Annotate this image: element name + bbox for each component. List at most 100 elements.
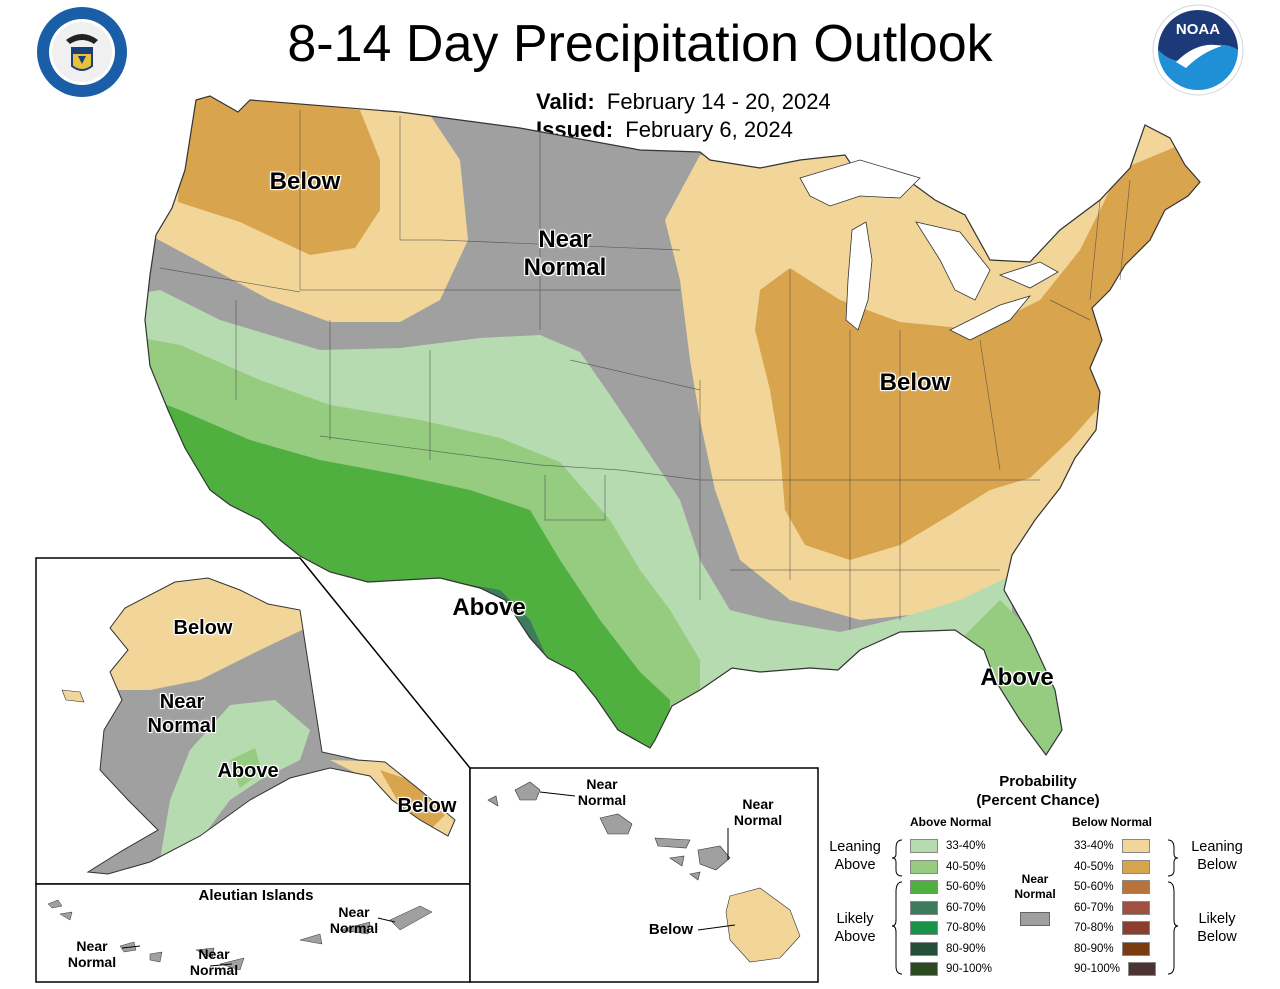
legend-above-swatch (910, 839, 938, 853)
alaska-above-label: Above (217, 760, 279, 782)
legend-above-header: Above Normal (910, 815, 992, 829)
probability-legend: Probability (Percent Chance) Above Norma… (818, 770, 1258, 980)
nw-below-likely-region (178, 96, 380, 255)
alaska-below-panhandle-likely (380, 770, 445, 830)
legend-title-line1: Probability (999, 773, 1077, 790)
legend-below-swatch (1121, 941, 1150, 956)
legend-below-row: 33-40% (1074, 838, 1150, 854)
legend-above-bin-label: 90-100% (946, 963, 993, 975)
legend-below-swatch (1121, 900, 1150, 915)
valid-dates: February 14 - 20, 2024 (606, 89, 831, 114)
hawaii-near-normal-east: Near Normal (733, 796, 783, 828)
legend-below-bin-label: 33-40% (1074, 840, 1114, 852)
legend-title-line2: (Percent Chance) (976, 792, 1100, 809)
sw-above-label: Above (452, 594, 526, 621)
legend-above-row: 60-70% (910, 900, 986, 916)
legend-near-normal-swatch (1020, 912, 1050, 926)
hawaii-near-normal-west: Near Normal (577, 776, 627, 808)
legend-above-row: 40-50% (910, 859, 986, 875)
legend-below-bin-label: 70-80% (1074, 922, 1114, 934)
legend-below-header: Below Normal (1072, 815, 1153, 829)
big-island (725, 887, 801, 963)
aleutian-near-normal-2: Near Normal (189, 946, 239, 978)
alaska-outline (86, 577, 456, 875)
lake-huron (915, 221, 991, 301)
aleutian-islands-shapes (47, 899, 433, 971)
legend-above-swatch (910, 941, 938, 956)
legend-likely-below: Likely Below (1197, 911, 1237, 945)
legend-above-swatch (910, 921, 938, 935)
legend-above-row: 33-40% (910, 838, 986, 854)
legend-below-bin-label: 80-90% (1074, 942, 1114, 955)
molokai (654, 837, 691, 849)
legend-below-row: 50-60% (1074, 879, 1150, 895)
legend-below-row: 70-80% (1074, 920, 1150, 936)
lake-ontario (998, 261, 1059, 289)
north-near-normal-label: Near Normal (523, 226, 607, 281)
map-title: 8-14 Day Precipitation Outlook (287, 15, 993, 73)
commerce-seal-icon (37, 7, 127, 97)
lake-superior (799, 159, 921, 207)
alaska-near-normal-label: Near Normal (147, 691, 217, 737)
east-below-label: Below (879, 369, 951, 396)
legend-near-normal-label: Near Normal (1014, 872, 1056, 901)
legend-above-bin-label: 33-40% (946, 840, 986, 852)
legend-above-swatch (910, 859, 938, 874)
legend-above-swatch (910, 880, 938, 894)
legend-above-row: 90-100% (910, 961, 992, 977)
legend-below-bin-label: 50-60% (1074, 881, 1114, 893)
legend-below-row: 90-100% (1074, 961, 1157, 977)
legend-above-swatch (910, 900, 938, 915)
issued-date: February 6, 2024 (625, 117, 793, 142)
alaska-below-label: Below (173, 617, 233, 639)
legend-likely-above: Likely Above (834, 911, 876, 945)
lake-erie (949, 295, 1032, 341)
hawaii-below-label: Below (648, 921, 694, 938)
great-lakes (799, 159, 1059, 341)
legend-below-swatch (1121, 839, 1150, 853)
fl-above-label: Above (980, 664, 1054, 691)
valid-issued-block: Valid: February 14 - 20, 2024 Issued: Fe… (536, 88, 831, 144)
aleutian-near-normal-3: Near Normal (329, 904, 379, 936)
aleutian-inset-frame (35, 883, 471, 983)
legend-below-swatch (1121, 921, 1150, 935)
legend-below-bin-label: 60-70% (1074, 901, 1114, 914)
kauai (514, 781, 541, 801)
legend-title: Probability (Percent Chance) (818, 772, 1258, 810)
conus-outline (144, 95, 1201, 757)
aleutian-title: Aleutian Islands (198, 887, 314, 904)
legend-above-bin-label: 80-90% (946, 942, 986, 955)
alaska-above-region (160, 700, 310, 860)
legend-below-bin-label: 90-100% (1074, 963, 1121, 975)
legend-above-row: 50-60% (910, 879, 986, 895)
noaa-logo-text: NOAA (1176, 21, 1220, 38)
noaa-logo-icon: NOAA (1152, 4, 1244, 96)
legend-below-row: 80-90% (1074, 941, 1150, 957)
legend-below-swatch (1121, 859, 1150, 874)
legend-above-row: 80-90% (910, 941, 986, 957)
state-borders (159, 110, 1131, 630)
lake-michigan (845, 221, 873, 331)
st-lawrence-island (61, 689, 85, 703)
hawaii-islands (487, 781, 801, 963)
maui (697, 845, 731, 871)
legend-leaning-below: Leaning Below (1191, 839, 1243, 873)
legend-below-row: 60-70% (1074, 900, 1150, 916)
legend-below-swatch (1121, 880, 1150, 894)
valid-label: Valid: (536, 89, 595, 114)
legend-below-row: 40-50% (1074, 859, 1150, 875)
aleutian-near-normal-1: Near Normal (67, 938, 117, 970)
legend-above-bin-label: 60-70% (946, 901, 986, 914)
legend-braces (891, 839, 1179, 975)
alaska-panhandle-below-label: Below (397, 795, 457, 817)
legend-below-bin-label: 40-50% (1074, 860, 1114, 873)
legend-above-swatch (910, 962, 938, 976)
nw-below-label: Below (269, 168, 341, 195)
legend-leaning-above: Leaning Above (829, 839, 881, 873)
east-below-likely-region (755, 120, 1200, 560)
alaska-above-40-50 (230, 748, 262, 788)
legend-below-swatch (1128, 962, 1157, 976)
leader-lines (121, 791, 736, 967)
legend-above-row: 70-80% (910, 920, 986, 936)
